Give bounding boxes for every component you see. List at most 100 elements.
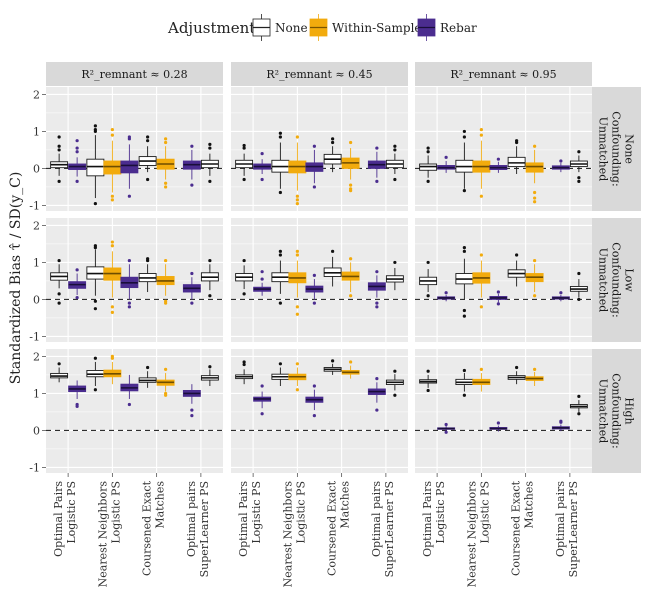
box-none [50, 135, 69, 183]
y-tick-label: 1 [33, 387, 40, 400]
box-outlier [190, 144, 194, 148]
box-outlier [496, 290, 500, 294]
x-tick-label: SuperLearner PS [567, 481, 580, 577]
box-outlier [110, 310, 114, 314]
box-outlier [127, 258, 131, 263]
box-rebar [182, 384, 201, 418]
box-outlier [242, 362, 246, 367]
box-outlier [260, 152, 264, 156]
box-within-sample [341, 360, 360, 379]
box-outlier [577, 176, 581, 180]
x-tick-label: Logistic PS [434, 481, 447, 544]
box-outlier [577, 412, 581, 416]
box-outlier [462, 393, 466, 397]
box-within-sample [103, 127, 122, 202]
box-outlier [127, 301, 131, 305]
box-none [200, 365, 219, 387]
box-outlier [278, 253, 282, 257]
box-outlier [164, 137, 168, 141]
facet-panel [46, 349, 223, 473]
box-rebar [68, 139, 87, 183]
box-outlier [295, 312, 299, 316]
box-outlier [533, 294, 537, 298]
panel-background [231, 87, 408, 211]
box-outlier [312, 144, 316, 148]
box-outlier [190, 408, 194, 412]
box-outlier [93, 307, 97, 311]
box-outlier [426, 179, 430, 183]
facet-panel [415, 87, 592, 211]
box-none [235, 258, 254, 296]
box-outlier [75, 268, 79, 272]
box-outlier [75, 404, 79, 408]
box-outlier [190, 271, 194, 276]
box-rebar [305, 273, 324, 305]
box-outlier [190, 301, 194, 305]
box-outlier [110, 356, 114, 360]
box-outlier [146, 365, 150, 370]
box-outlier [75, 139, 79, 143]
row-strip-label: High [623, 397, 636, 424]
box-outlier [312, 185, 316, 189]
box-outlier [127, 194, 131, 198]
box-outlier [375, 377, 379, 381]
box-rebar [253, 152, 272, 182]
box-outlier [208, 142, 212, 146]
box-outlier [462, 314, 466, 318]
box-outlier [75, 295, 79, 300]
box-within-sample [525, 258, 544, 298]
box-outlier [462, 129, 466, 134]
box-outlier [93, 201, 97, 206]
box-outlier [533, 258, 537, 263]
box-rebar [120, 374, 139, 407]
box-outlier [93, 124, 97, 128]
row-strip-label: None [623, 134, 636, 164]
box-within-sample [472, 127, 491, 198]
x-tick-label: Nearest Neighbors [281, 481, 294, 588]
box-outlier [146, 139, 150, 143]
box-rebar [437, 422, 456, 434]
box-outlier [393, 260, 397, 265]
box-outlier [349, 257, 353, 261]
box-outlier [164, 367, 168, 371]
box-rebar [551, 419, 570, 432]
box-rebar [68, 380, 87, 408]
box-outlier [496, 302, 500, 306]
box-outlier [75, 150, 79, 154]
box-none [271, 249, 290, 305]
box-none [385, 260, 404, 291]
box-outlier [57, 179, 61, 183]
box-outlier [462, 246, 466, 250]
facet-panel [415, 349, 592, 473]
box-outlier [375, 305, 379, 309]
box-rebar [489, 290, 508, 306]
column-strip [231, 62, 408, 86]
box-outlier [295, 305, 299, 309]
y-tick-label: -1 [29, 199, 40, 212]
x-tick-label: Optimal Pairs [52, 481, 65, 557]
box-outlier [295, 201, 299, 206]
box-outlier [295, 249, 299, 253]
y-tick-label: -1 [29, 461, 40, 474]
x-tick-label: Optimal Pairs [421, 481, 434, 557]
box-outlier [164, 140, 168, 145]
box-outlier [93, 388, 97, 392]
box-outlier [349, 189, 353, 193]
box-outlier [393, 144, 397, 148]
box-rebar [120, 135, 139, 198]
x-tick-label: Optimal pairs [554, 481, 567, 557]
box-outlier [426, 260, 430, 265]
box-outlier [462, 189, 466, 193]
box-outlier [331, 249, 335, 253]
box-none [200, 142, 219, 183]
legend-key-within-sample [309, 14, 328, 41]
box-outlier [278, 301, 282, 305]
box-outlier [164, 258, 168, 263]
box-within-sample [156, 367, 175, 397]
y-axis-title: Standardized Bias τ̂ / SD(y_C) [8, 172, 24, 385]
box-rebar [437, 155, 456, 173]
column-strip [415, 62, 592, 86]
box-outlier [426, 388, 430, 393]
box-outlier [295, 253, 299, 257]
box-none [50, 258, 69, 305]
